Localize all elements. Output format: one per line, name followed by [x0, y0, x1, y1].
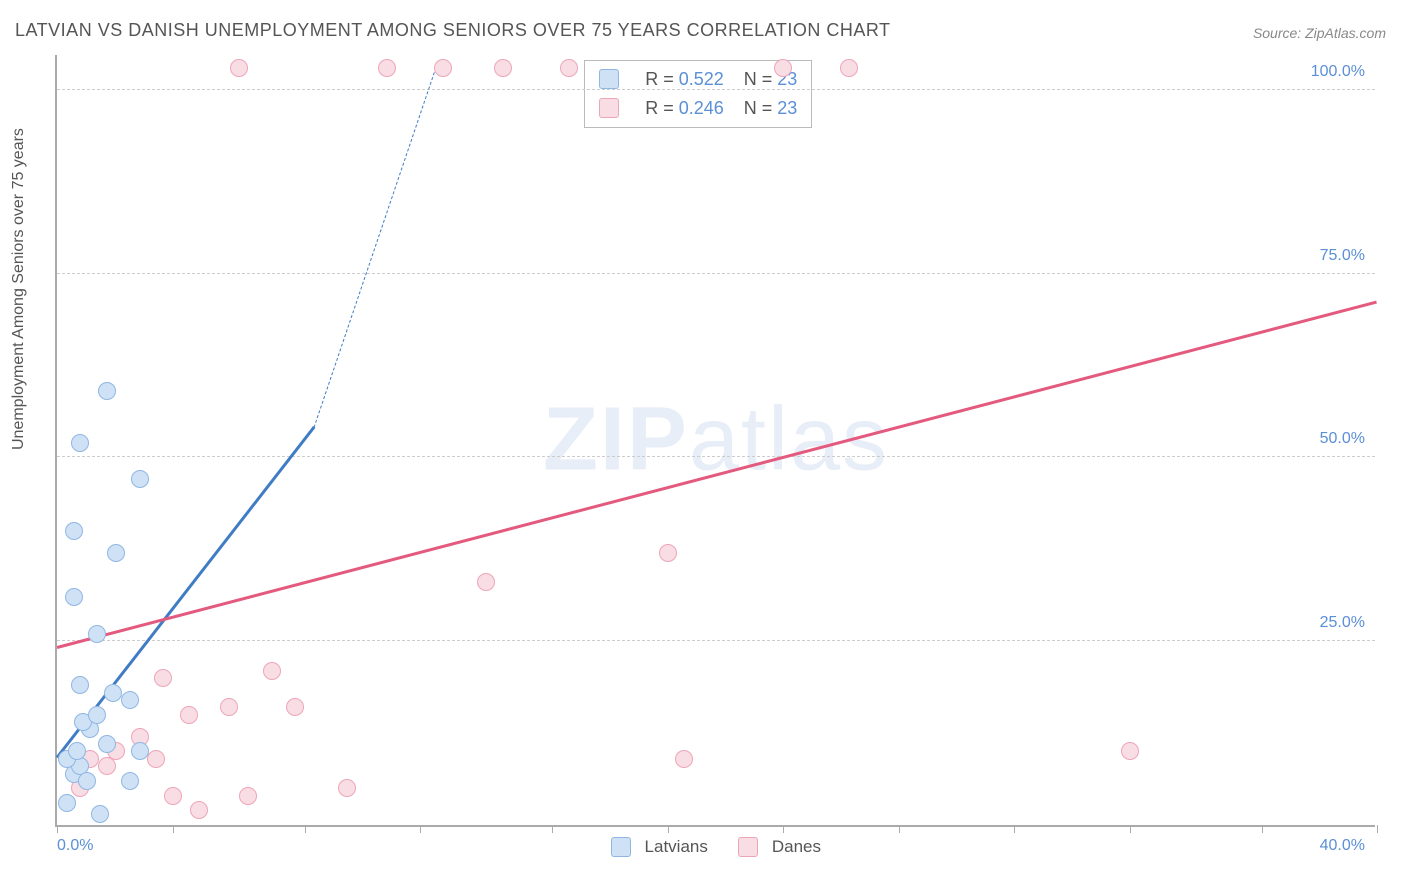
data-point [180, 706, 198, 724]
gridline [57, 640, 1375, 641]
x-tick [1377, 825, 1378, 833]
data-point [675, 750, 693, 768]
data-point [71, 676, 89, 694]
source-attribution: Source: ZipAtlas.com [1253, 25, 1386, 41]
data-point [286, 698, 304, 716]
data-point [107, 544, 125, 562]
x-tick [420, 825, 421, 833]
data-point [78, 772, 96, 790]
legend: Latvians Danes [611, 837, 821, 857]
data-point [840, 59, 858, 77]
x-tick-min: 0.0% [57, 837, 93, 855]
legend-swatch-latvians [611, 837, 631, 857]
data-point [659, 544, 677, 562]
x-tick [899, 825, 900, 833]
y-tick-label: 75.0% [1320, 247, 1365, 265]
data-point [88, 706, 106, 724]
data-point [147, 750, 165, 768]
x-tick [1130, 825, 1131, 833]
stats-row-danes: R = 0.246 N = 23 [599, 94, 797, 123]
data-point [65, 522, 83, 540]
gridline [57, 456, 1375, 457]
y-tick-label: 100.0% [1311, 63, 1365, 81]
x-tick [1262, 825, 1263, 833]
data-point [220, 698, 238, 716]
scatter-plot-area: ZIPatlas R = 0.522 N = 23 R = 0.246 N = … [55, 55, 1375, 827]
data-point [98, 735, 116, 753]
data-point [239, 787, 257, 805]
trend-line [314, 67, 437, 428]
data-point [68, 742, 86, 760]
legend-label: Latvians [645, 837, 708, 857]
legend-item-latvians: Latvians [611, 837, 708, 857]
data-point [154, 669, 172, 687]
x-tick [668, 825, 669, 833]
x-tick [173, 825, 174, 833]
data-point [434, 59, 452, 77]
data-point [378, 59, 396, 77]
legend-swatch-danes [738, 837, 758, 857]
data-point [91, 805, 109, 823]
y-axis-label: Unemployment Among Seniors over 75 years [10, 128, 28, 450]
data-point [104, 684, 122, 702]
x-tick [1014, 825, 1015, 833]
data-point [88, 625, 106, 643]
data-point [494, 59, 512, 77]
data-point [774, 59, 792, 77]
y-tick-label: 50.0% [1320, 430, 1365, 448]
data-point [121, 772, 139, 790]
data-point [65, 588, 83, 606]
data-point [131, 470, 149, 488]
data-point [131, 742, 149, 760]
data-point [121, 691, 139, 709]
data-point [58, 794, 76, 812]
data-point [338, 779, 356, 797]
x-tick [57, 825, 58, 833]
chart-title: LATVIAN VS DANISH UNEMPLOYMENT AMONG SEN… [15, 20, 891, 41]
data-point [164, 787, 182, 805]
data-point [230, 59, 248, 77]
y-tick-label: 25.0% [1320, 614, 1365, 632]
swatch-latvians [599, 69, 619, 89]
x-tick-max: 40.0% [1320, 837, 1365, 855]
data-point [477, 573, 495, 591]
data-point [560, 59, 578, 77]
data-point [190, 801, 208, 819]
swatch-danes [599, 98, 619, 118]
legend-item-danes: Danes [738, 837, 821, 857]
x-tick [305, 825, 306, 833]
data-point [1121, 742, 1139, 760]
gridline [57, 273, 1375, 274]
data-point [71, 434, 89, 452]
x-tick [552, 825, 553, 833]
data-point [98, 382, 116, 400]
trend-line [57, 300, 1378, 648]
data-point [263, 662, 281, 680]
x-tick [783, 825, 784, 833]
gridline [57, 89, 1375, 90]
legend-label: Danes [772, 837, 821, 857]
